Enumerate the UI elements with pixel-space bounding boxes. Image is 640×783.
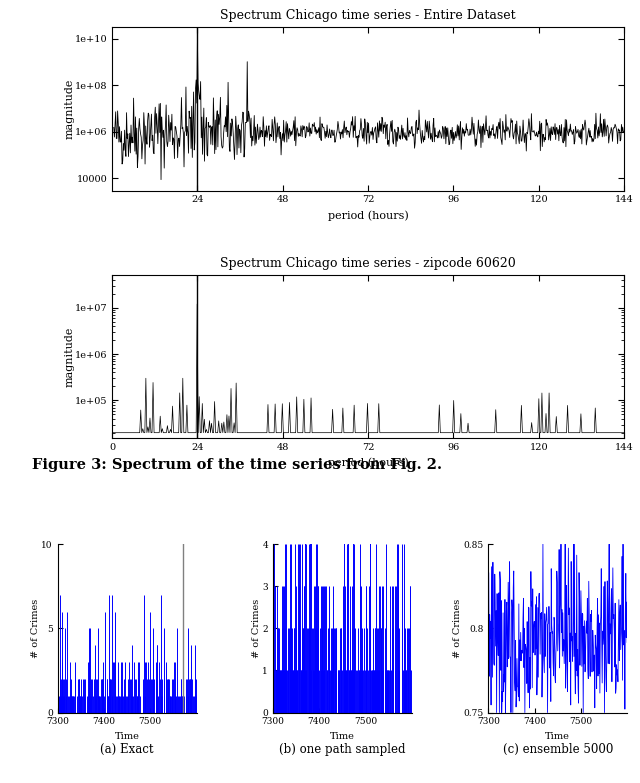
Text: Figure 3: Spectrum of the time series from Fig. 2.: Figure 3: Spectrum of the time series fr… [32,458,442,472]
Title: Spectrum Chicago time series - zipcode 60620: Spectrum Chicago time series - zipcode 6… [220,257,516,270]
Y-axis label: # of Crimes: # of Crimes [252,599,261,658]
X-axis label: period (hours): period (hours) [328,210,408,221]
Text: (c) ensemble 5000: (c) ensemble 5000 [502,743,613,756]
Y-axis label: # of Crimes: # of Crimes [452,599,462,658]
Y-axis label: magnitude: magnitude [65,79,74,139]
X-axis label: period (hours): period (hours) [328,458,408,468]
Text: (a) Exact: (a) Exact [100,743,154,756]
Y-axis label: magnitude: magnitude [65,327,74,387]
Y-axis label: # of Crimes: # of Crimes [31,599,40,658]
Title: Spectrum Chicago time series - Entire Dataset: Spectrum Chicago time series - Entire Da… [220,9,516,22]
X-axis label: Time: Time [115,732,140,741]
Text: (b) one path sampled: (b) one path sampled [279,743,406,756]
X-axis label: Time: Time [545,732,570,741]
X-axis label: Time: Time [330,732,355,741]
